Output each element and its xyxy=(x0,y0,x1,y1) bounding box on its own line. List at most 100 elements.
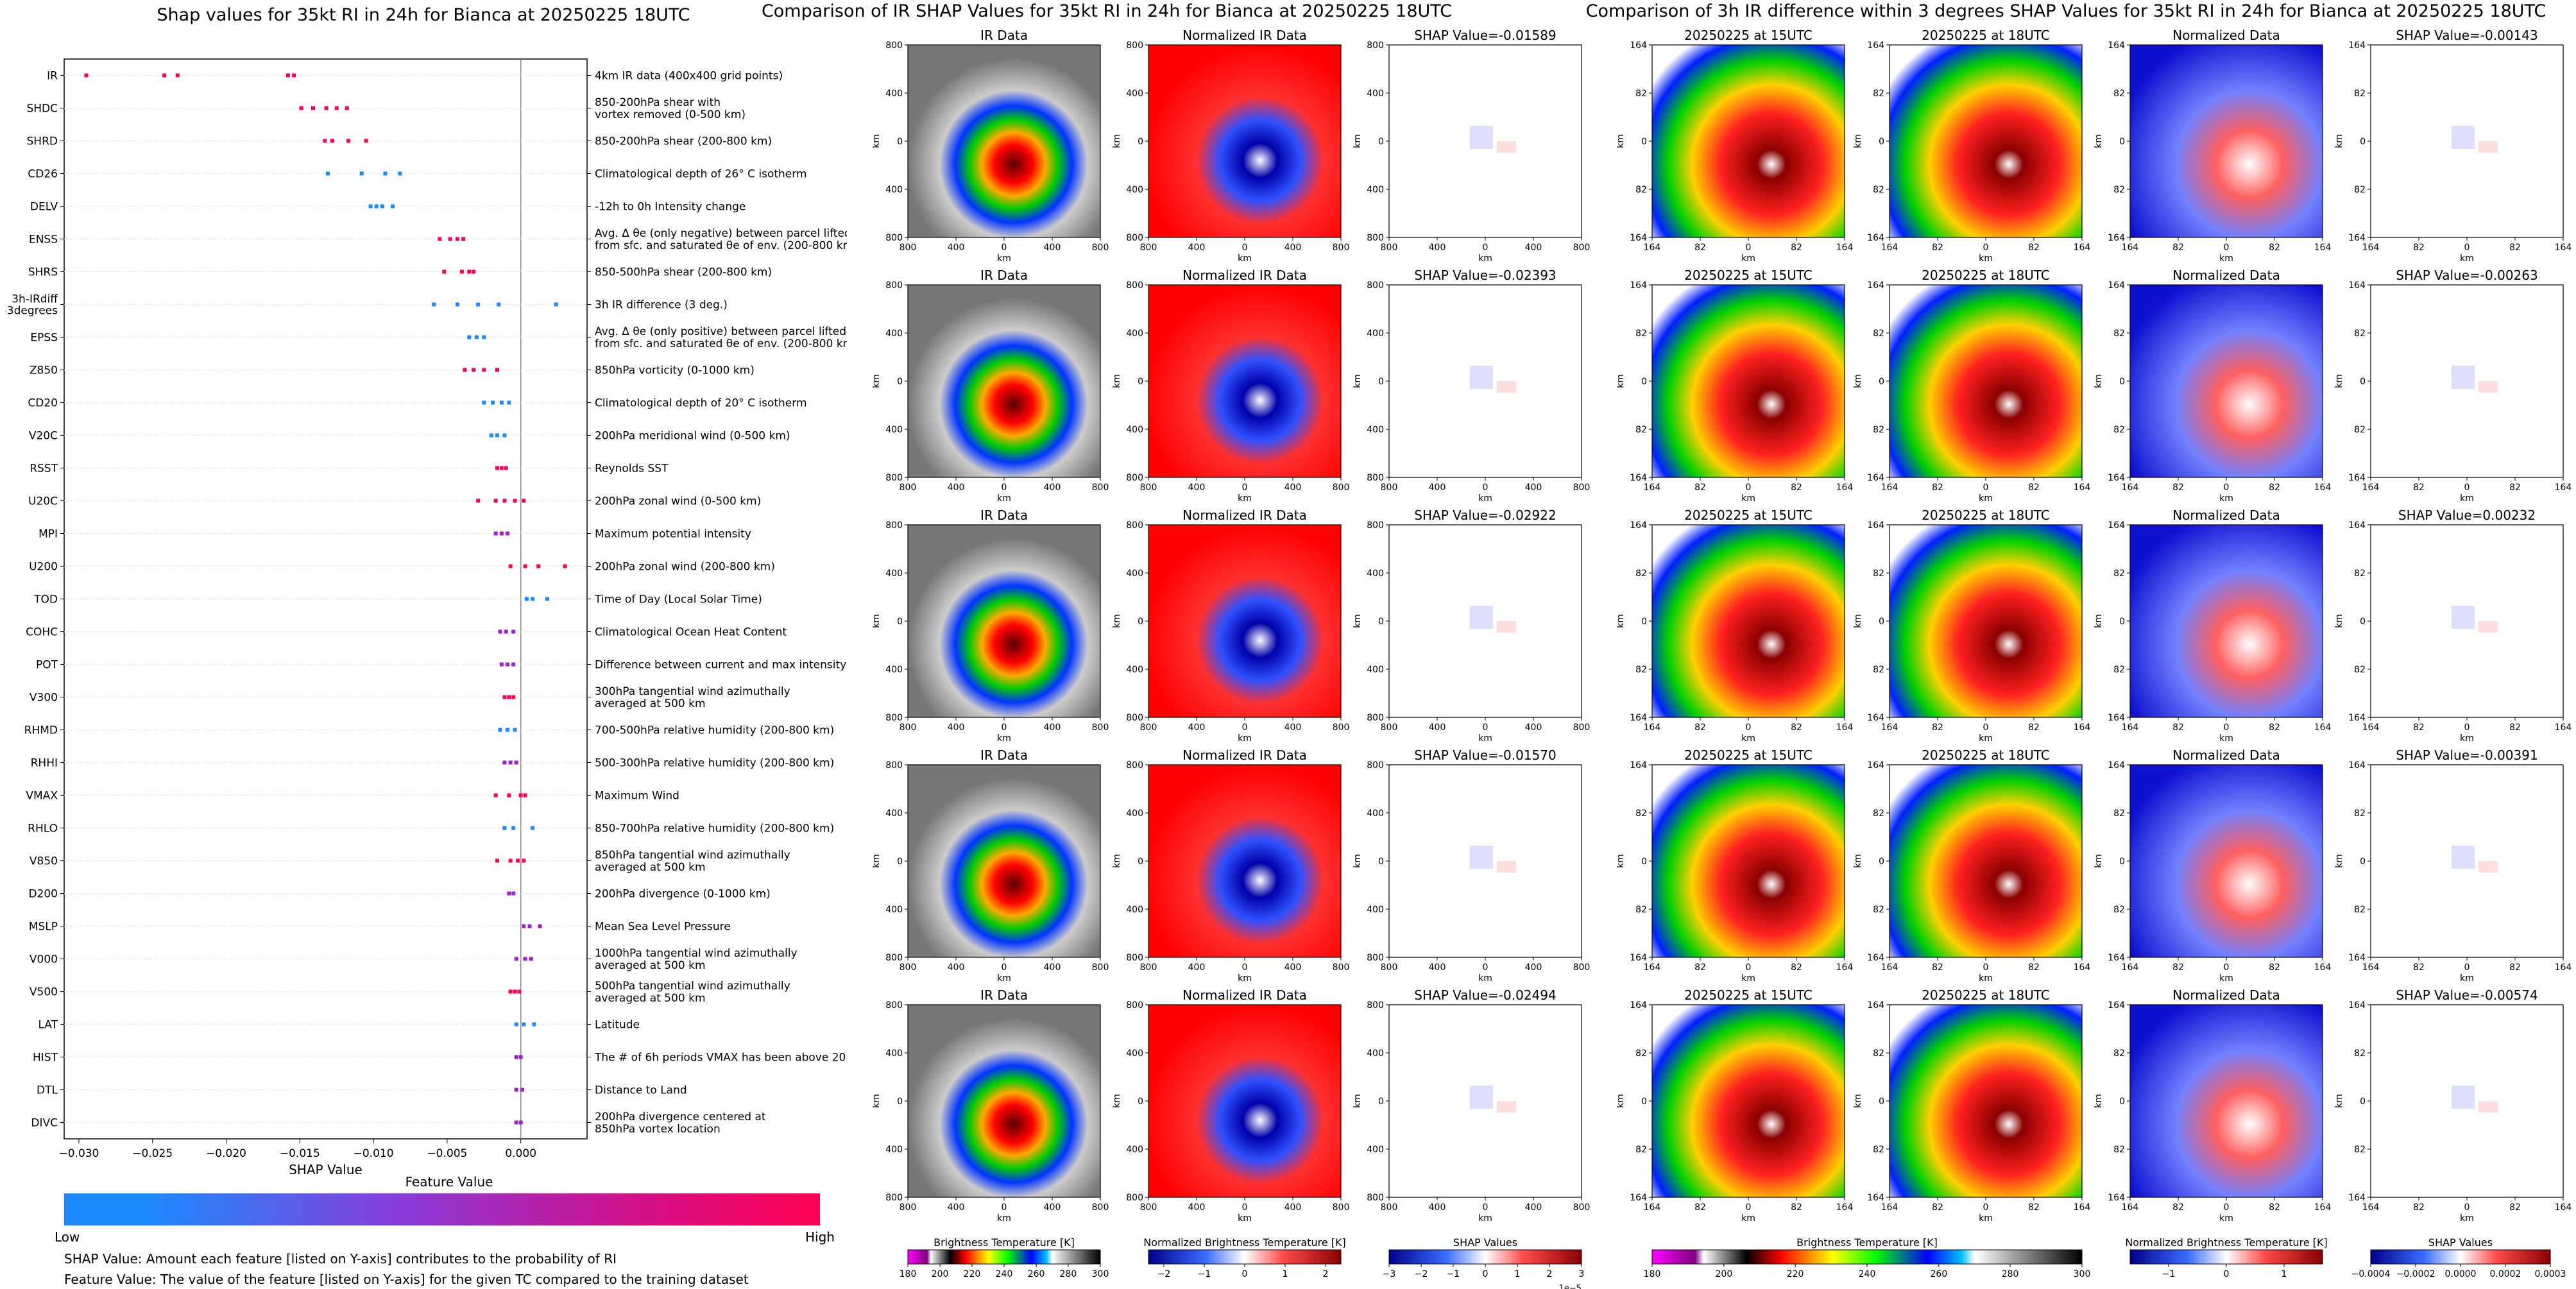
feature-name-label: SHRS xyxy=(28,266,58,279)
y-tick-label: 800 xyxy=(1126,233,1143,243)
shap-title: Shap values for 35kt RI in 24h for Bianc… xyxy=(157,5,690,25)
panel-title: Normalized IR Data xyxy=(1182,747,1307,763)
x-tick-label: 400 xyxy=(1284,482,1302,493)
shap-point xyxy=(497,302,501,307)
shap-point xyxy=(531,826,535,830)
shap-point xyxy=(374,204,379,209)
y-tick-label: 164 xyxy=(2108,40,2125,51)
y-tick-label: 0 xyxy=(2119,857,2125,867)
shap-point xyxy=(499,662,504,667)
y-tick-label: 400 xyxy=(1367,89,1384,99)
x-tick-label: 800 xyxy=(1092,1202,1109,1213)
x-tick-label: 400 xyxy=(1525,962,1542,973)
shap-point xyxy=(493,531,498,536)
x-axis-label: km xyxy=(997,973,1011,984)
panel-title: SHAP Value=-0.02922 xyxy=(1414,508,1556,523)
y-tick-label: 164 xyxy=(1630,713,1647,723)
x-tick-label: 0 xyxy=(2224,1202,2230,1213)
shap-point xyxy=(518,1055,523,1059)
feature-desc-label: from sfc. and saturated θe of env. (200-… xyxy=(595,337,847,350)
x-tick-label: 82 xyxy=(2269,243,2280,253)
shap-point xyxy=(499,531,504,536)
shap-map-blob xyxy=(2452,126,2475,149)
y-axis-label: km xyxy=(1352,134,1363,148)
y-tick-label: 164 xyxy=(1630,520,1647,531)
panel-title: 20250225 at 15UTC xyxy=(1684,987,1813,1003)
x-tick-label: 0 xyxy=(1002,482,1007,493)
panel-title: 20250225 at 18UTC xyxy=(1922,268,2050,283)
y-tick-label: 0 xyxy=(1138,137,1143,147)
shap-point xyxy=(467,269,472,274)
y-tick-label: 82 xyxy=(1635,568,1647,579)
colorbar xyxy=(2129,1249,2323,1265)
x-tick-label: 164 xyxy=(1836,722,1854,733)
colorbar-tick-label: −1 xyxy=(2162,1269,2176,1279)
panel-title: SHAP Value=-0.00263 xyxy=(2396,268,2538,283)
y-axis-label: km xyxy=(1617,614,1626,628)
x-tick-label: 800 xyxy=(1092,962,1109,973)
x-tick-label: 800 xyxy=(1573,722,1591,733)
shap-point xyxy=(499,466,504,470)
y-axis-label: km xyxy=(1853,134,1863,148)
y-tick-label: 800 xyxy=(885,1193,903,1203)
y-tick-label: 164 xyxy=(2348,280,2366,291)
x-tick-label: 82 xyxy=(2028,243,2040,253)
x-tick-label: 164 xyxy=(1644,962,1661,973)
x-tick-label: 164 xyxy=(2362,962,2380,973)
colorbar-tick-label: 0.0002 xyxy=(2490,1269,2521,1279)
panel-title: Normalized Data xyxy=(2172,268,2280,283)
y-tick-label: 0 xyxy=(2119,137,2125,147)
x-tick-label: 82 xyxy=(2269,962,2280,973)
diff-map xyxy=(1889,765,2082,957)
x-tick-label: 82 xyxy=(2413,962,2425,973)
y-tick-label: 400 xyxy=(885,185,903,195)
high-label: High xyxy=(805,1229,835,1245)
y-tick-label: 164 xyxy=(1630,233,1647,243)
x-tick-label: 800 xyxy=(1140,962,1157,973)
y-axis-label: km xyxy=(2334,854,2344,868)
y-tick-label: 164 xyxy=(1867,473,1884,483)
note-feature-value: Feature Value: The value of the feature … xyxy=(64,1272,749,1287)
x-axis-label: km xyxy=(1741,733,1755,744)
y-tick-label: 0 xyxy=(1641,1097,1647,1107)
y-tick-label: 164 xyxy=(2348,1000,2366,1011)
shap-point xyxy=(455,237,459,241)
y-tick-label: 400 xyxy=(885,425,903,435)
y-axis-label: km xyxy=(1853,374,1863,388)
shap-point xyxy=(522,858,526,863)
y-tick-label: 0 xyxy=(1138,1097,1143,1107)
x-tick-label: 0 xyxy=(1002,722,1007,733)
x-tick-label: 800 xyxy=(1381,482,1398,493)
y-tick-label: 400 xyxy=(1126,1048,1143,1059)
y-axis-label: km xyxy=(873,614,882,628)
y-tick-label: 800 xyxy=(1367,520,1384,531)
x-axis-label: km xyxy=(1741,253,1755,264)
x-tick-label: 164 xyxy=(2122,243,2139,253)
y-tick-label: 82 xyxy=(1635,1048,1647,1059)
panel-title: 20250225 at 18UTC xyxy=(1922,28,2050,43)
shap-point xyxy=(398,171,402,176)
y-tick-label: 800 xyxy=(885,713,903,723)
colorbar-tick-label: 180 xyxy=(900,1269,917,1279)
x-tick-label: 82 xyxy=(2269,722,2280,733)
y-tick-label: 0 xyxy=(1879,377,1884,387)
x-tick-label: −0.010 xyxy=(354,1147,394,1160)
shap-point xyxy=(502,499,507,503)
colorbar-offset: 1e−5 xyxy=(1559,1284,1582,1289)
panel-title: Normalized IR Data xyxy=(1182,268,1307,283)
y-tick-label: 0 xyxy=(1641,857,1647,867)
shap-point xyxy=(518,793,523,798)
diff-map xyxy=(1652,765,1845,957)
x-tick-label: 800 xyxy=(1381,962,1398,973)
panel-title: 20250225 at 15UTC xyxy=(1684,268,1813,283)
ir-map xyxy=(908,285,1100,477)
x-tick-label: −0.005 xyxy=(427,1147,467,1160)
shap-point xyxy=(175,73,180,78)
y-tick-label: 82 xyxy=(2113,425,2125,435)
y-axis-label: km xyxy=(1853,854,1863,868)
x-tick-label: 400 xyxy=(1044,243,1061,253)
y-tick-label: 82 xyxy=(2354,665,2366,675)
x-tick-label: 164 xyxy=(2555,243,2572,253)
x-tick-label: −0.030 xyxy=(58,1147,99,1160)
y-tick-label: 82 xyxy=(1873,568,1884,579)
